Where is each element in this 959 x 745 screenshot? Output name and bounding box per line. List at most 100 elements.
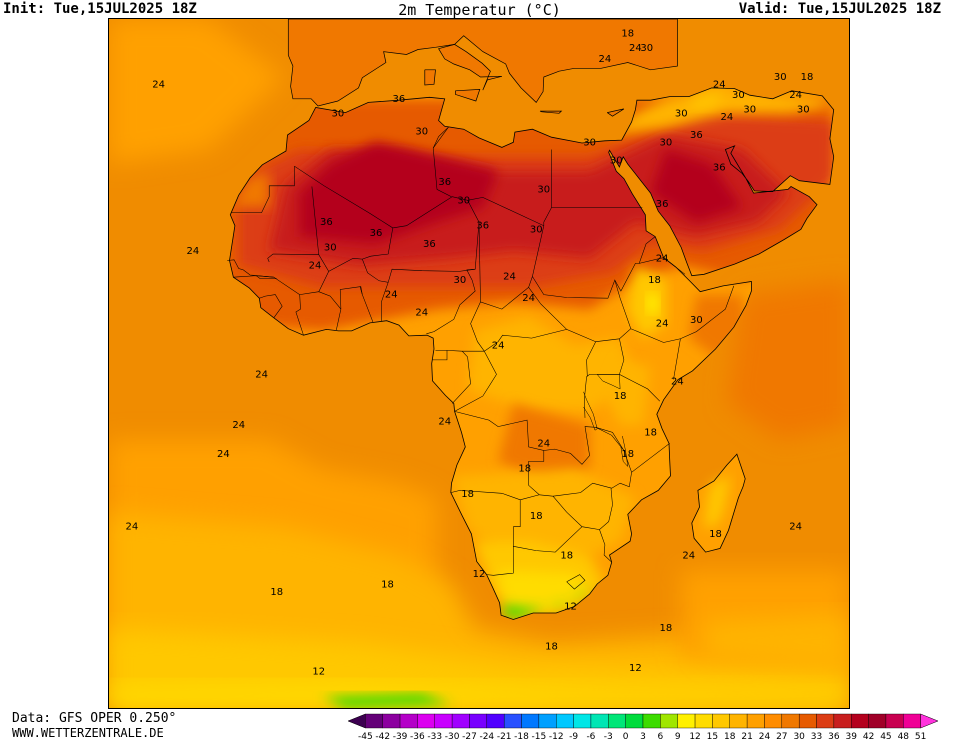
legend-tick-label: -15 <box>532 732 547 741</box>
country-border <box>318 227 394 272</box>
contour-label: 18 <box>381 580 394 591</box>
website-label: WWW.WETTERZENTRALE.DE <box>12 726 164 740</box>
country-border <box>318 271 329 292</box>
temperature-map-canvas: 2424242424241818123630303636363636303030… <box>109 19 849 708</box>
contour-label: 30 <box>660 137 673 148</box>
contour-label: 18 <box>518 464 531 475</box>
country-border <box>432 126 452 197</box>
contour-label: 18 <box>614 391 627 402</box>
contour-label: 18 <box>648 275 661 286</box>
legend-tick-label: -24 <box>479 732 494 741</box>
color-legend: -45 -42 -39 -36 -33 -30 -27 -24 -21 -18 -15 -12 -9 -6… <box>333 712 959 742</box>
legend-tick-label: 0 <box>623 732 629 741</box>
legend-swatch <box>833 713 852 729</box>
legend-tick-label: 21 <box>741 732 752 741</box>
country-border <box>362 200 480 283</box>
legend-swatch <box>486 713 505 729</box>
country-border <box>231 166 295 213</box>
legend-tick-label: 15 <box>707 732 718 741</box>
contour-label: 30 <box>743 105 756 116</box>
contour-label: 24 <box>255 369 268 380</box>
legend-tick-label: -33 <box>427 732 442 741</box>
legend-swatch <box>365 713 383 729</box>
contour-label: 30 <box>797 105 810 116</box>
legend-swatch <box>903 713 921 729</box>
contour-label: 30 <box>640 43 653 54</box>
country-border <box>454 351 497 412</box>
color-legend-bar: -45 -42 -39 -36 -33 -30 -27 -24 -21 -18 -15 -12 -9 -6… <box>347 713 939 742</box>
contour-label: 36 <box>438 177 451 188</box>
legend-tick-label: 36 <box>828 732 840 741</box>
contour-label: 24 <box>721 112 734 123</box>
contour-label: 18 <box>270 587 283 598</box>
country-border <box>256 275 277 279</box>
contour-label: 24 <box>789 522 802 533</box>
country-border <box>227 259 274 278</box>
europe-coastline <box>455 89 481 102</box>
contour-label: 24 <box>232 420 245 431</box>
contour-label: 24 <box>385 290 398 301</box>
legend-swatch <box>712 713 730 729</box>
contour-label: 36 <box>713 163 726 174</box>
legend-swatch <box>434 713 453 729</box>
lake-tanganyika <box>583 391 598 431</box>
country-border <box>478 222 545 310</box>
country-border <box>336 286 374 331</box>
contour-label: 24 <box>492 340 505 351</box>
contour-label: 18 <box>461 489 474 500</box>
contour-label: 30 <box>332 108 345 119</box>
contour-label: 30 <box>774 72 787 83</box>
contour-label: 36 <box>370 228 383 239</box>
country-border <box>630 285 735 343</box>
legend-tick-label: 12 <box>689 732 700 741</box>
legend-swatch <box>608 713 626 729</box>
contour-label: 30 <box>415 126 428 137</box>
contour-label: 18 <box>560 551 573 562</box>
contour-label: 18 <box>530 511 543 522</box>
coastline-and-borders <box>227 19 835 620</box>
legend-tick-label: 33 <box>811 732 822 741</box>
legend-tick-label: 42 <box>863 732 874 741</box>
contour-label: 30 <box>732 90 745 101</box>
legend-tick-label: -9 <box>569 732 578 741</box>
contour-label: 18 <box>621 29 634 40</box>
contour-label: 24 <box>187 246 200 257</box>
legend-swatch <box>503 713 522 729</box>
legend-tick-label: 51 <box>915 732 926 741</box>
contour-label: 24 <box>217 449 230 460</box>
country-border <box>267 186 320 263</box>
legend-swatch <box>590 713 609 729</box>
country-border <box>299 291 342 310</box>
legend-swatch <box>521 713 540 729</box>
contour-label: 24 <box>599 54 612 65</box>
europe-coastline <box>539 110 563 114</box>
contour-label: 36 <box>476 221 489 232</box>
country-border <box>486 526 514 576</box>
legend-swatch <box>538 713 557 729</box>
contour-label: 24 <box>713 79 726 90</box>
legend-swatch <box>816 713 835 729</box>
contour-label: 30 <box>457 195 470 206</box>
contour-label: 18 <box>644 427 657 438</box>
legend-swatch <box>642 713 661 729</box>
country-border <box>631 443 670 473</box>
legend-tick-label: -39 <box>393 732 408 741</box>
init-time: Init: Tue,15JUL2025 18Z <box>3 1 197 17</box>
contour-label: 36 <box>423 239 436 250</box>
country-border <box>599 529 612 563</box>
legend-swatch <box>868 713 887 729</box>
country-border <box>294 149 552 229</box>
contour-label: 30 <box>324 243 337 254</box>
country-border <box>595 427 625 451</box>
country-border <box>450 411 545 501</box>
country-border <box>381 282 389 322</box>
contour-label: 24 <box>152 79 165 90</box>
legend-swatch <box>573 713 592 729</box>
country-border <box>552 488 613 530</box>
legend-swatch <box>625 713 644 729</box>
legend-tick-label: -27 <box>462 732 477 741</box>
europe-coastline <box>287 19 678 107</box>
legend-swatch <box>746 713 765 729</box>
legend-swatch <box>469 713 488 729</box>
europe-coastline <box>607 108 625 117</box>
